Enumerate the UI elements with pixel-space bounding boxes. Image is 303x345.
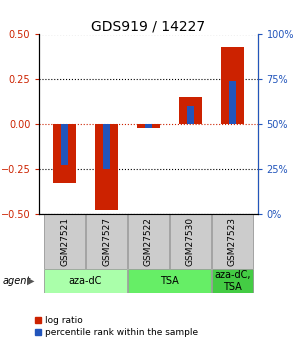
Bar xyxy=(61,124,68,166)
Text: aza-dC,
TSA: aza-dC, TSA xyxy=(214,270,251,292)
Bar xyxy=(95,124,118,210)
Text: GSM27521: GSM27521 xyxy=(60,217,69,266)
Text: GSM27523: GSM27523 xyxy=(228,217,237,266)
Bar xyxy=(228,81,236,124)
Text: GSM27530: GSM27530 xyxy=(186,217,195,266)
Text: TSA: TSA xyxy=(160,276,179,286)
Text: GSM27522: GSM27522 xyxy=(144,217,153,266)
Text: agent: agent xyxy=(3,276,31,286)
Legend: log ratio, percentile rank within the sample: log ratio, percentile rank within the sa… xyxy=(35,316,198,337)
Bar xyxy=(137,124,160,128)
Text: ▶: ▶ xyxy=(27,276,34,286)
Bar xyxy=(145,124,152,128)
Text: GSM27527: GSM27527 xyxy=(102,217,111,266)
Bar xyxy=(212,214,252,269)
Bar xyxy=(128,269,211,293)
Bar xyxy=(170,214,211,269)
Bar xyxy=(53,124,76,184)
Title: GDS919 / 14227: GDS919 / 14227 xyxy=(92,19,205,33)
Text: aza-dC: aza-dC xyxy=(69,276,102,286)
Bar xyxy=(86,214,127,269)
Bar xyxy=(187,106,194,124)
Bar xyxy=(45,214,85,269)
Bar xyxy=(221,47,244,124)
Bar xyxy=(179,97,202,124)
Bar xyxy=(128,214,168,269)
Bar xyxy=(45,269,127,293)
Bar xyxy=(103,124,110,169)
Bar xyxy=(212,269,252,293)
